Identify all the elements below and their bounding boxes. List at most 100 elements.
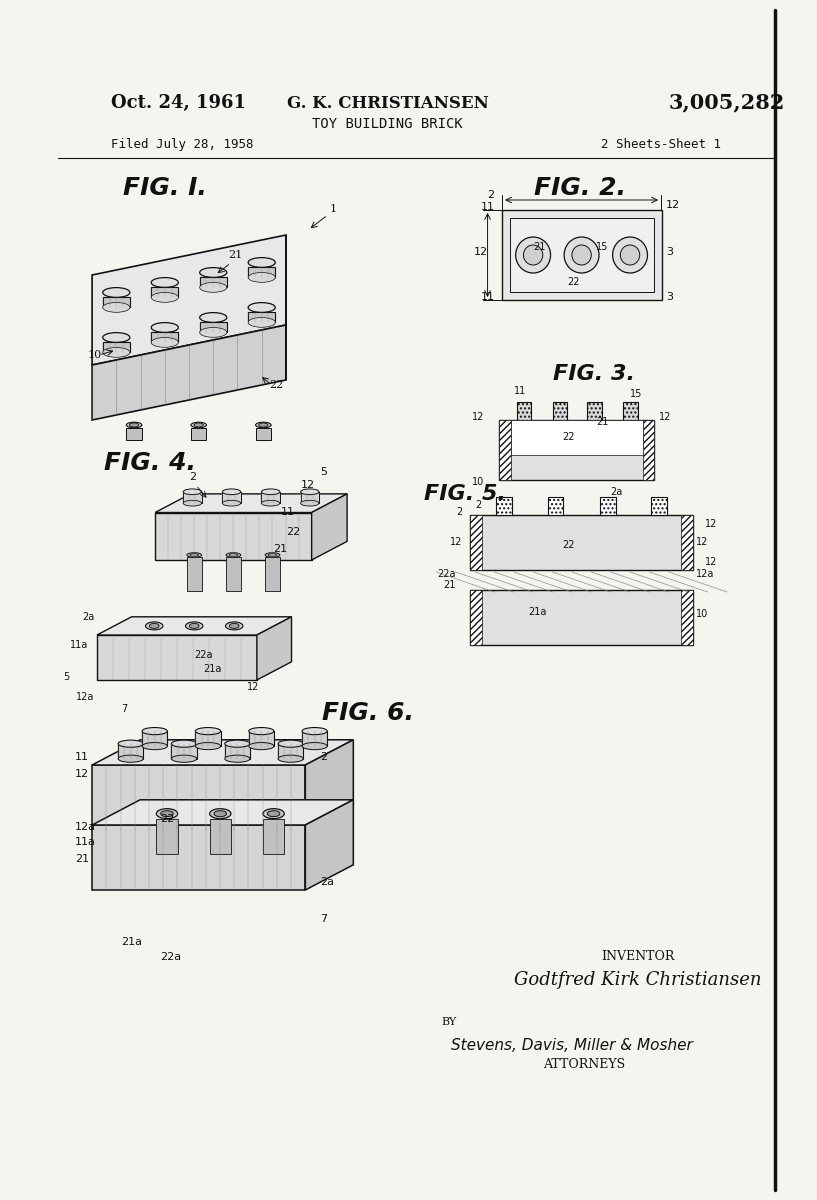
Bar xyxy=(470,515,482,570)
Text: 11: 11 xyxy=(480,292,494,302)
Bar xyxy=(681,515,693,570)
Text: 12: 12 xyxy=(696,538,708,547)
Text: 3,005,282: 3,005,282 xyxy=(669,92,785,112)
Text: 21: 21 xyxy=(534,242,546,252)
Circle shape xyxy=(620,245,640,265)
Text: 12a: 12a xyxy=(76,692,94,702)
Ellipse shape xyxy=(226,553,241,557)
Polygon shape xyxy=(302,731,328,746)
Polygon shape xyxy=(263,818,284,853)
Polygon shape xyxy=(172,744,197,758)
Text: 22: 22 xyxy=(160,814,174,824)
Bar xyxy=(552,402,567,420)
Polygon shape xyxy=(199,323,227,332)
Ellipse shape xyxy=(222,488,241,494)
Ellipse shape xyxy=(172,755,197,762)
Ellipse shape xyxy=(225,755,250,762)
Bar xyxy=(681,590,693,646)
Polygon shape xyxy=(92,799,353,826)
Ellipse shape xyxy=(103,302,130,312)
Text: 2: 2 xyxy=(456,506,462,517)
Text: Stevens, Davis, Miller & Mosher: Stevens, Davis, Miller & Mosher xyxy=(451,1038,693,1054)
Ellipse shape xyxy=(151,337,178,347)
Text: 2a: 2a xyxy=(610,487,623,497)
Text: 3: 3 xyxy=(666,247,673,257)
Polygon shape xyxy=(226,557,241,590)
Text: 22a: 22a xyxy=(194,650,212,660)
Ellipse shape xyxy=(278,755,303,762)
Ellipse shape xyxy=(225,740,250,748)
Ellipse shape xyxy=(172,740,197,748)
Bar xyxy=(600,497,615,515)
Polygon shape xyxy=(306,799,353,890)
Ellipse shape xyxy=(183,488,202,494)
Ellipse shape xyxy=(118,755,143,762)
Text: FIG. 4.: FIG. 4. xyxy=(105,451,196,475)
Ellipse shape xyxy=(302,727,328,734)
Polygon shape xyxy=(155,512,311,560)
Ellipse shape xyxy=(151,323,178,332)
Bar xyxy=(502,210,662,300)
Text: 7: 7 xyxy=(121,704,127,714)
Polygon shape xyxy=(97,635,257,680)
Polygon shape xyxy=(97,617,292,635)
Ellipse shape xyxy=(191,422,207,427)
Ellipse shape xyxy=(302,743,328,750)
Text: 21: 21 xyxy=(443,580,456,590)
Ellipse shape xyxy=(129,422,139,427)
Text: 11: 11 xyxy=(480,202,494,212)
Ellipse shape xyxy=(103,332,130,342)
Ellipse shape xyxy=(127,422,142,427)
Ellipse shape xyxy=(278,740,303,748)
Polygon shape xyxy=(191,427,207,440)
Text: INVENTOR: INVENTOR xyxy=(601,950,674,962)
Text: Oct. 24, 1961: Oct. 24, 1961 xyxy=(111,94,247,112)
Bar xyxy=(623,402,638,420)
Ellipse shape xyxy=(261,500,280,506)
Bar xyxy=(643,420,654,480)
Text: TOY BUILDING BRICK: TOY BUILDING BRICK xyxy=(312,116,463,131)
Bar xyxy=(496,497,511,515)
Text: BY: BY xyxy=(441,1018,456,1027)
Text: 12: 12 xyxy=(705,518,717,529)
Bar xyxy=(510,218,654,292)
Text: 2 Sheets-Sheet 1: 2 Sheets-Sheet 1 xyxy=(601,138,721,151)
Text: 2a: 2a xyxy=(83,612,95,622)
Ellipse shape xyxy=(190,624,199,629)
Ellipse shape xyxy=(225,622,243,630)
Polygon shape xyxy=(103,298,130,307)
Ellipse shape xyxy=(151,293,178,302)
Ellipse shape xyxy=(187,553,202,557)
Text: 5: 5 xyxy=(63,672,69,682)
Text: 11a: 11a xyxy=(74,838,96,847)
Text: 2: 2 xyxy=(487,190,494,200)
Text: 21: 21 xyxy=(74,854,89,864)
Text: 12: 12 xyxy=(666,200,680,210)
Ellipse shape xyxy=(261,488,280,494)
Ellipse shape xyxy=(248,318,275,328)
Ellipse shape xyxy=(268,553,277,557)
Text: 12: 12 xyxy=(74,769,89,779)
Ellipse shape xyxy=(214,811,226,817)
Bar xyxy=(470,590,693,646)
Ellipse shape xyxy=(229,553,238,557)
Polygon shape xyxy=(301,492,319,503)
Text: 12: 12 xyxy=(472,412,484,422)
Ellipse shape xyxy=(267,811,280,817)
Polygon shape xyxy=(151,332,178,342)
Text: 21a: 21a xyxy=(203,664,222,674)
Text: 12: 12 xyxy=(473,247,488,257)
Text: G. K. CHRISTIANSEN: G. K. CHRISTIANSEN xyxy=(287,95,489,112)
Text: FIG. I.: FIG. I. xyxy=(123,176,207,200)
Polygon shape xyxy=(225,744,250,758)
Polygon shape xyxy=(92,325,286,420)
Polygon shape xyxy=(103,342,130,353)
Text: 10: 10 xyxy=(696,608,708,619)
Text: 22a: 22a xyxy=(160,952,181,962)
Text: 11a: 11a xyxy=(69,640,88,650)
Ellipse shape xyxy=(248,302,275,312)
Text: Godtfred Kirk Christiansen: Godtfred Kirk Christiansen xyxy=(514,971,761,989)
Bar xyxy=(470,515,693,570)
Ellipse shape xyxy=(266,553,280,557)
Ellipse shape xyxy=(145,622,163,630)
